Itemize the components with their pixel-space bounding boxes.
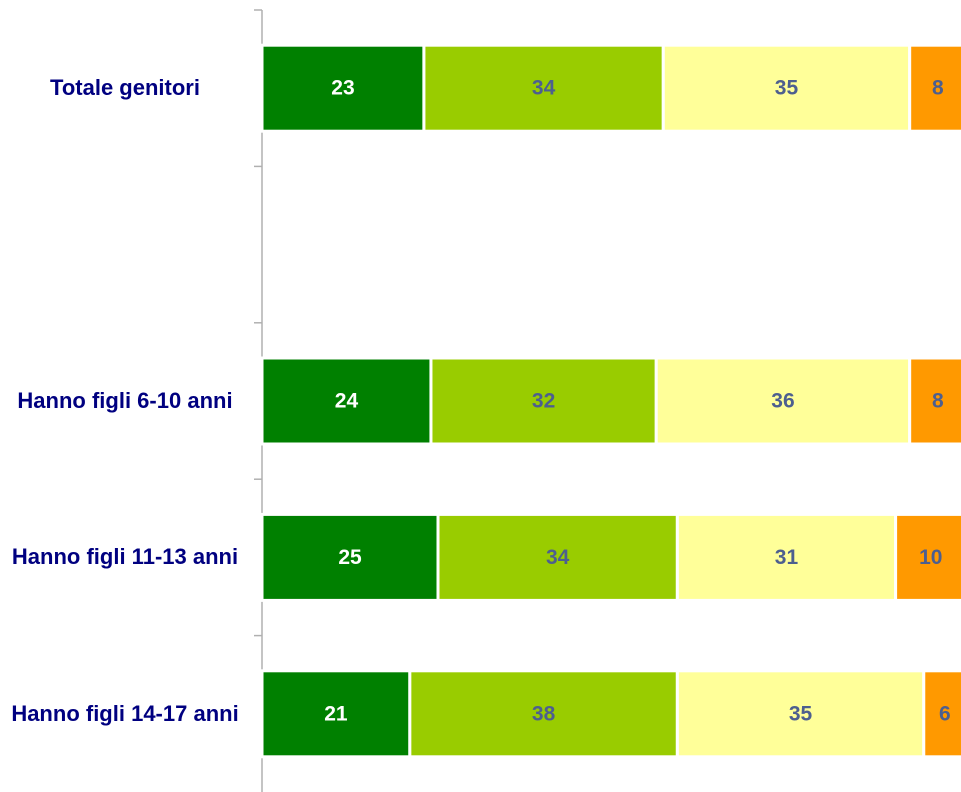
- value-label: 34: [546, 546, 570, 569]
- value-label: 35: [789, 702, 813, 725]
- bar-segment: [654, 356, 912, 446]
- bar-segment: [260, 356, 433, 446]
- value-label: 8: [932, 390, 944, 413]
- value-label: 34: [532, 77, 556, 100]
- bar-segment: [408, 669, 679, 759]
- value-label: 6: [939, 702, 951, 725]
- value-label: 10: [919, 546, 942, 569]
- bar-segment: [894, 512, 961, 602]
- value-label: 36: [771, 390, 794, 413]
- value-label: 8: [932, 77, 944, 100]
- bar-segment: [260, 669, 412, 759]
- bar-segment: [260, 43, 426, 133]
- bar-segment: [908, 43, 961, 133]
- bar-segment: [429, 356, 658, 446]
- value-label: 21: [324, 702, 348, 725]
- bar-segment: [422, 43, 665, 133]
- value-label: 35: [775, 77, 799, 100]
- value-label: 32: [532, 390, 555, 413]
- bar-segment: [922, 669, 961, 759]
- bar-segment: [908, 356, 961, 446]
- bar-segment: [260, 512, 440, 602]
- bar-segment: [675, 669, 926, 759]
- value-label: 25: [338, 546, 362, 569]
- category-label: Hanno figli 11-13 anni: [11, 544, 239, 570]
- value-label: 31: [775, 546, 799, 569]
- value-label: 38: [532, 702, 556, 725]
- category-label: Hanno figli 6-10 anni: [17, 388, 233, 413]
- bar-segment: [436, 512, 679, 602]
- value-label: 23: [331, 77, 354, 100]
- category-label: Hanno figli 14-17 anni: [11, 700, 239, 726]
- value-label: 24: [335, 390, 359, 413]
- category-label: Totale genitori: [50, 75, 200, 101]
